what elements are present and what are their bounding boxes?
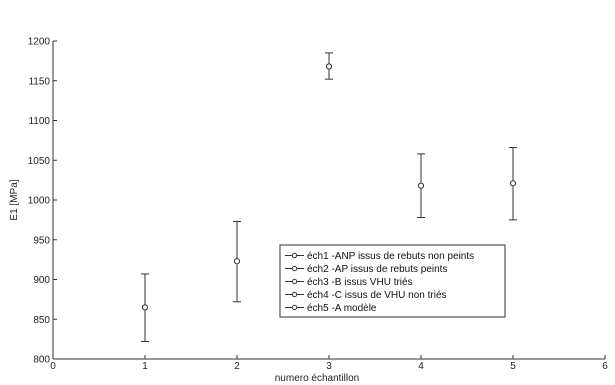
y-tick-label: 850: [33, 315, 50, 326]
legend-item: éch4 -C issus de VHU non triés: [285, 290, 447, 301]
y-tick-label: 900: [33, 275, 50, 286]
legend-item: éch1 -ANP issus de rebuts non peints: [285, 251, 474, 262]
legend-item: éch2 -AP issus de rebuts peints: [285, 264, 447, 275]
data-point: [417, 182, 425, 189]
x-tick-label: 5: [510, 361, 516, 372]
legend-item: éch5 -A modèle: [285, 303, 377, 314]
x-tick-label: 2: [234, 361, 240, 372]
series-2: [233, 220, 241, 303]
x-tick-label: 1: [142, 361, 148, 372]
y-tick-label: 1000: [28, 196, 51, 207]
series-1: [141, 273, 149, 343]
x-tick-label: 0: [50, 361, 56, 372]
x-axis-label: numero échantillon: [275, 373, 360, 384]
data-point: [233, 258, 241, 265]
legend-marker: [291, 291, 298, 298]
y-axis-ticks: 800 850 900 950 1000 1050 1100 1150 1200: [28, 37, 57, 366]
legend-box: [279, 244, 506, 318]
data-marks: [141, 52, 517, 343]
y-tick-label: 1200: [28, 37, 51, 48]
x-tick-label: 6: [602, 361, 608, 372]
legend-label: éch2 -AP issus de rebuts peints: [307, 264, 447, 275]
y-tick-label: 1050: [28, 156, 51, 167]
y-axis-label: E1 [MPa]: [9, 179, 20, 220]
series-3: [325, 52, 333, 80]
x-tick-label: 4: [418, 361, 424, 372]
legend-label: éch3 -B issus VHU triés: [307, 277, 413, 288]
y-tick-label: 800: [33, 355, 50, 366]
data-point: [141, 304, 149, 311]
legend-marker: [291, 278, 298, 285]
y-tick-label: 1150: [28, 76, 50, 87]
data-point: [509, 180, 517, 187]
legend-label: éch4 -C issus de VHU non triés: [307, 290, 447, 301]
legend-item: éch3 -B issus VHU triés: [285, 277, 413, 288]
legend: éch1 -ANP issus de rebuts non peints éch2…: [279, 244, 506, 318]
x-tick-label: 3: [326, 361, 332, 372]
legend-label: éch1 -ANP issus de rebuts non peints: [307, 251, 474, 262]
series-5: [509, 147, 517, 221]
x-axis-ticks: 0 1 2 3 4 5 6: [50, 355, 608, 372]
legend-label: éch5 -A modèle: [307, 303, 377, 314]
y-tick-label: 950: [33, 235, 50, 246]
data-point: [325, 63, 333, 70]
legend-marker: [291, 252, 298, 259]
legend-marker: [291, 265, 298, 272]
series-4: [417, 153, 425, 218]
legend-marker: [291, 304, 298, 311]
y-tick-label: 1100: [28, 116, 50, 127]
